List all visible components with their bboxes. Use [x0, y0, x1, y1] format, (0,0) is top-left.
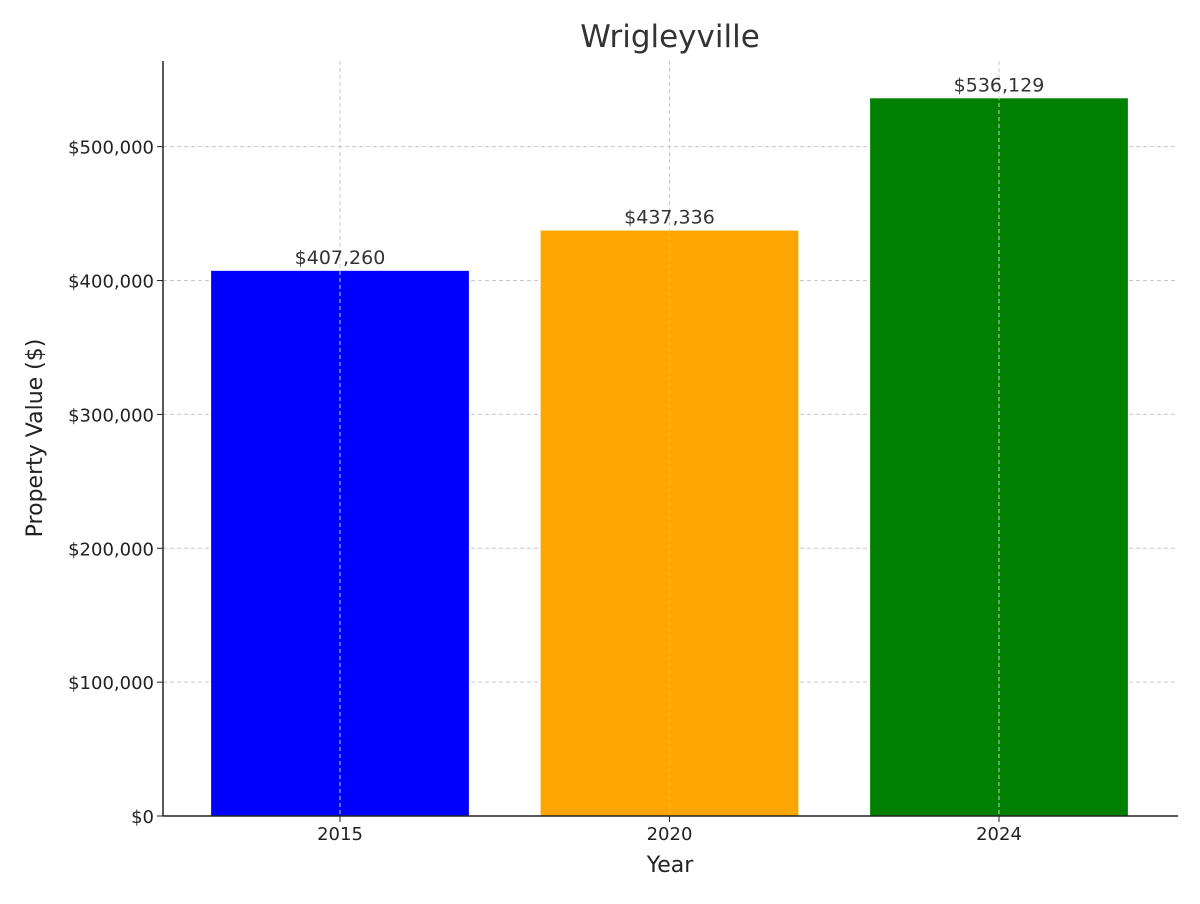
data-labels: $407,260 $437,336 $536,129 [295, 74, 1045, 269]
y-axis-label: Property Value ($) [23, 339, 48, 538]
x-tick-label: 2020 [647, 824, 693, 845]
chart-title: Wrigleyville [580, 19, 760, 55]
bar-value-label: $536,129 [954, 74, 1045, 96]
bar-value-label: $407,260 [295, 247, 386, 269]
axes [157, 61, 1178, 822]
y-tick-label: $400,000 [68, 272, 154, 293]
bars [211, 98, 1128, 817]
x-axis-label: Year [646, 853, 695, 878]
y-tick-label: $100,000 [68, 673, 154, 694]
y-tick-label: $200,000 [68, 539, 154, 560]
y-tick-label: $300,000 [68, 405, 154, 426]
bar-value-label: $437,336 [624, 207, 715, 229]
y-tick-label: $0 [131, 807, 154, 828]
tick-labels: $0 $100,000 $200,000 $300,000 $400,000 $500,0… [68, 138, 1022, 845]
bar-2015 [211, 270, 469, 816]
x-tick-label: 2015 [317, 824, 363, 845]
x-tick-label: 2024 [976, 824, 1022, 845]
y-tick-label: $500,000 [68, 138, 154, 159]
